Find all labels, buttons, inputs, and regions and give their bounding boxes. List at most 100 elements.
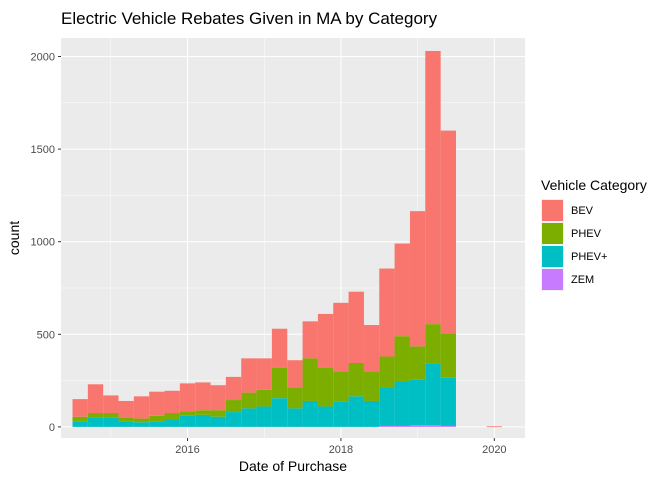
bar-segment-bev xyxy=(133,396,150,419)
bar-segment-bev xyxy=(409,211,426,347)
bar-segment-phev xyxy=(225,400,242,413)
bar-segment-phev-plus xyxy=(256,406,272,427)
bar-segment-phev xyxy=(287,388,303,409)
legend-swatch xyxy=(542,223,563,244)
y-axis: 0 500 1000 1500 2000 xyxy=(31,52,61,434)
bar-segment-zem xyxy=(379,425,395,427)
bar-segment-phev-plus xyxy=(425,363,441,426)
bar-segment-bev xyxy=(271,328,288,368)
legend-label: BEV xyxy=(571,205,594,217)
bar-segment-phev-plus xyxy=(348,396,364,427)
bar-segment-phev-plus xyxy=(118,421,134,427)
bar-segment-bev xyxy=(394,243,410,337)
bar-segment-phev-plus xyxy=(72,421,88,427)
legend-title: Vehicle Category xyxy=(541,177,647,193)
x-tick-label: 2020 xyxy=(482,444,506,456)
bar-segment-phev-plus xyxy=(379,387,395,426)
legend-label: PHEV+ xyxy=(571,251,607,263)
bar-segment-zem xyxy=(440,425,456,427)
bar-segment-phev xyxy=(87,413,104,418)
bar-segment-phev-plus xyxy=(87,417,104,427)
bars xyxy=(72,50,502,428)
bar-segment-bev xyxy=(302,321,318,359)
bar-segment-phev-plus xyxy=(317,406,334,427)
bar-segment-phev-plus xyxy=(302,400,318,427)
bar-segment-phev-plus xyxy=(225,412,242,427)
bar-segment-phev xyxy=(302,358,318,401)
y-tick-label: 500 xyxy=(37,329,55,341)
bar-segment-zem xyxy=(394,425,410,427)
bar-segment-phev-plus xyxy=(210,416,226,427)
bar-segment-phev xyxy=(72,416,88,422)
x-axis: 2016 2018 2020 xyxy=(175,438,507,456)
bar-segment-phev-plus xyxy=(103,417,119,427)
bar-segment-phev xyxy=(118,417,134,422)
bar-segment-bev xyxy=(256,358,272,390)
bar-segment-zem xyxy=(409,425,426,427)
bar-segment-phev xyxy=(394,336,410,382)
bar-segment-bev xyxy=(103,395,119,413)
bar-segment-phev xyxy=(210,410,226,417)
bar-segment-bev xyxy=(118,400,134,418)
y-tick-label: 2000 xyxy=(31,52,55,64)
bar-segment-phev-plus xyxy=(363,400,380,427)
legend-swatch xyxy=(542,246,563,267)
bar-segment-bev xyxy=(87,384,104,413)
bar-segment-phev xyxy=(425,324,441,364)
y-tick-label: 1000 xyxy=(31,237,55,249)
legend-label: PHEV xyxy=(571,228,602,240)
x-axis-title: Date of Purchase xyxy=(239,458,347,474)
bar-segment-phev xyxy=(317,367,334,407)
bar-segment-phev-plus xyxy=(195,414,211,427)
chart-title: Electric Vehicle Rebates Given in MA by … xyxy=(61,9,438,28)
x-tick-label: 2018 xyxy=(329,444,353,456)
bar-segment-phev-plus xyxy=(271,398,288,427)
legend-items: BEV PHEV PHEV+ ZEM xyxy=(541,199,607,291)
legend-swatch xyxy=(542,200,563,221)
y-axis-title: count xyxy=(6,221,22,255)
legend: Vehicle Category BEV PHEV PHEV+ ZEM xyxy=(541,177,647,291)
bar-segment-phev xyxy=(149,415,165,422)
bar-segment-phev xyxy=(179,411,196,416)
bar-segment-bev xyxy=(333,302,349,372)
bar-segment-zem xyxy=(425,425,441,427)
bar-segment-phev xyxy=(133,418,150,423)
bar-segment-phev-plus xyxy=(241,408,257,427)
bar-segment-bev xyxy=(241,358,257,393)
x-tick-label: 2016 xyxy=(175,444,199,456)
legend-swatch xyxy=(542,269,563,290)
bar-segment-bev xyxy=(210,385,226,411)
bar-segment-phev-plus xyxy=(164,419,180,427)
bar-segment-phev xyxy=(333,371,349,402)
bar-segment-bev xyxy=(363,325,380,372)
bar-segment-bev xyxy=(440,130,456,334)
y-tick-label: 1500 xyxy=(31,144,55,156)
bar-segment-phev-plus xyxy=(409,379,426,426)
bar-segment-bev xyxy=(179,383,196,412)
bar-segment-phev xyxy=(363,371,380,401)
bar-segment-bev xyxy=(72,399,88,417)
bar-segment-phev-plus xyxy=(394,381,410,426)
bar-segment-phev xyxy=(256,389,272,407)
legend-label: ZEM xyxy=(571,274,594,286)
bar-segment-phev xyxy=(379,356,395,388)
bar-segment-bev xyxy=(317,313,334,368)
bar-segment-bev xyxy=(425,50,441,325)
bar-segment-phev xyxy=(440,333,456,378)
bar-segment-phev xyxy=(409,346,426,380)
bar-segment-bev xyxy=(287,360,303,388)
bar-segment-phev-plus xyxy=(179,415,196,427)
bar-segment-bev xyxy=(486,426,502,428)
bar-segment-bev xyxy=(164,390,180,413)
bar-segment-phev xyxy=(103,413,119,418)
bar-segment-phev xyxy=(348,363,364,397)
bar-segment-phev xyxy=(241,392,257,409)
bar-segment-phev xyxy=(164,413,180,420)
bar-segment-phev xyxy=(271,367,288,399)
bar-segment-phev xyxy=(195,410,211,415)
bar-segment-phev-plus xyxy=(149,421,165,427)
bar-segment-phev-plus xyxy=(440,377,456,426)
bar-segment-phev-plus xyxy=(333,401,349,427)
